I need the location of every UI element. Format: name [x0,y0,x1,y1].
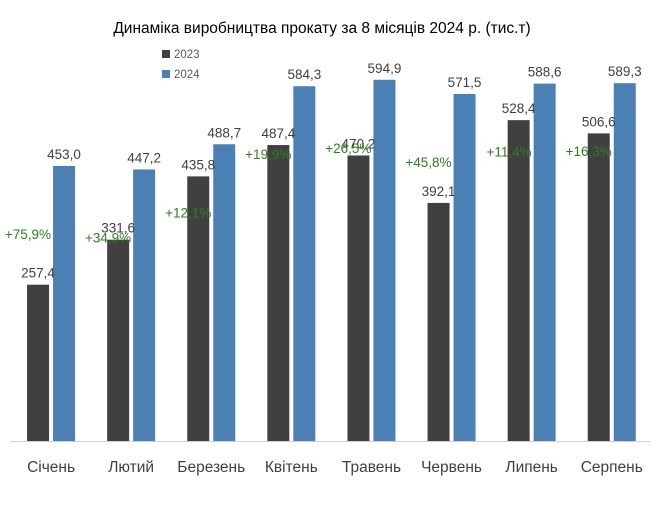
growth-label-5: +26,5% [325,141,371,156]
growth-label-7: +11,4% [486,145,531,160]
data-label-2023-3: 435,8 [181,157,215,172]
data-label-2024-4: 584,3 [287,67,321,82]
data-label-2024-6: 571,5 [448,75,482,90]
bar-2024-2 [133,169,156,442]
bar-2023-4 [267,145,290,441]
growth-label-4: +19,9% [245,147,291,162]
bars: 257,4 453,0 +75,9% 331,6 447,2 +34,9% 435,8 488… [5,61,642,442]
bar-2023-2 [107,239,130,441]
x-tick-label-5: Травень [342,459,401,476]
legend-label-2024: 2024 [174,69,200,81]
growth-label-8: +16,3% [566,144,612,159]
data-label-2024-8: 589,3 [608,64,642,79]
data-label-2023-8: 506,6 [582,114,616,129]
bar-2024-3 [213,144,236,441]
bar-2023-5 [347,155,370,441]
bar-2024-5 [373,79,396,441]
data-label-2024-3: 488,7 [207,125,241,140]
data-label-2023-4: 487,4 [261,126,295,141]
data-label-2023-7: 528,4 [502,101,536,116]
chart-title: Динаміка виробництва прокату за 8 місяці… [113,20,530,37]
bar-2024-4 [293,86,316,441]
growth-label-3: +12,1% [165,205,211,220]
data-label-2023-6: 392,1 [422,184,456,199]
x-tick-label-2: Лютий [108,459,154,476]
bar-2024-6 [453,93,476,441]
x-tick-label-3: Березень [177,459,245,476]
bar-2023-6 [427,202,450,441]
data-label-2023-1: 257,4 [21,266,55,281]
x-tick-labels: Січень Лютий Березень Квітень Травень Червень… [27,459,643,476]
data-label-2024-1: 453,0 [47,147,81,162]
bar-2024-7 [533,83,556,441]
legend-swatch-2024 [162,70,170,78]
bar-2024-1 [53,165,76,441]
bar-2023-8 [587,133,610,441]
data-label-2023-2: 331,6 [101,221,135,236]
growth-label-2: +34,9% [85,230,131,245]
x-tick-label-1: Січень [27,459,75,476]
bar-2023-7 [507,120,530,441]
bar-2023-3 [187,176,210,441]
x-tick-label-4: Квітень [265,459,318,476]
data-label-2023-5: 470,2 [342,136,376,151]
growth-label-1: +75,9% [5,227,51,242]
x-tick-label-6: Червень [421,459,482,476]
data-label-2024-2: 447,2 [127,150,161,165]
data-label-2024-5: 594,9 [368,61,402,76]
x-tick-label-8: Серпень [581,459,643,476]
data-label-2024-7: 588,6 [528,65,562,80]
legend-swatch-2023 [162,50,170,58]
growth-label-6: +45,8% [405,155,451,170]
legend: 2023 2024 [162,49,200,81]
bar-2024-8 [613,83,636,442]
x-tick-label-7: Липень [505,459,557,476]
bar-2023-1 [27,284,50,441]
legend-label-2023: 2023 [174,49,200,61]
